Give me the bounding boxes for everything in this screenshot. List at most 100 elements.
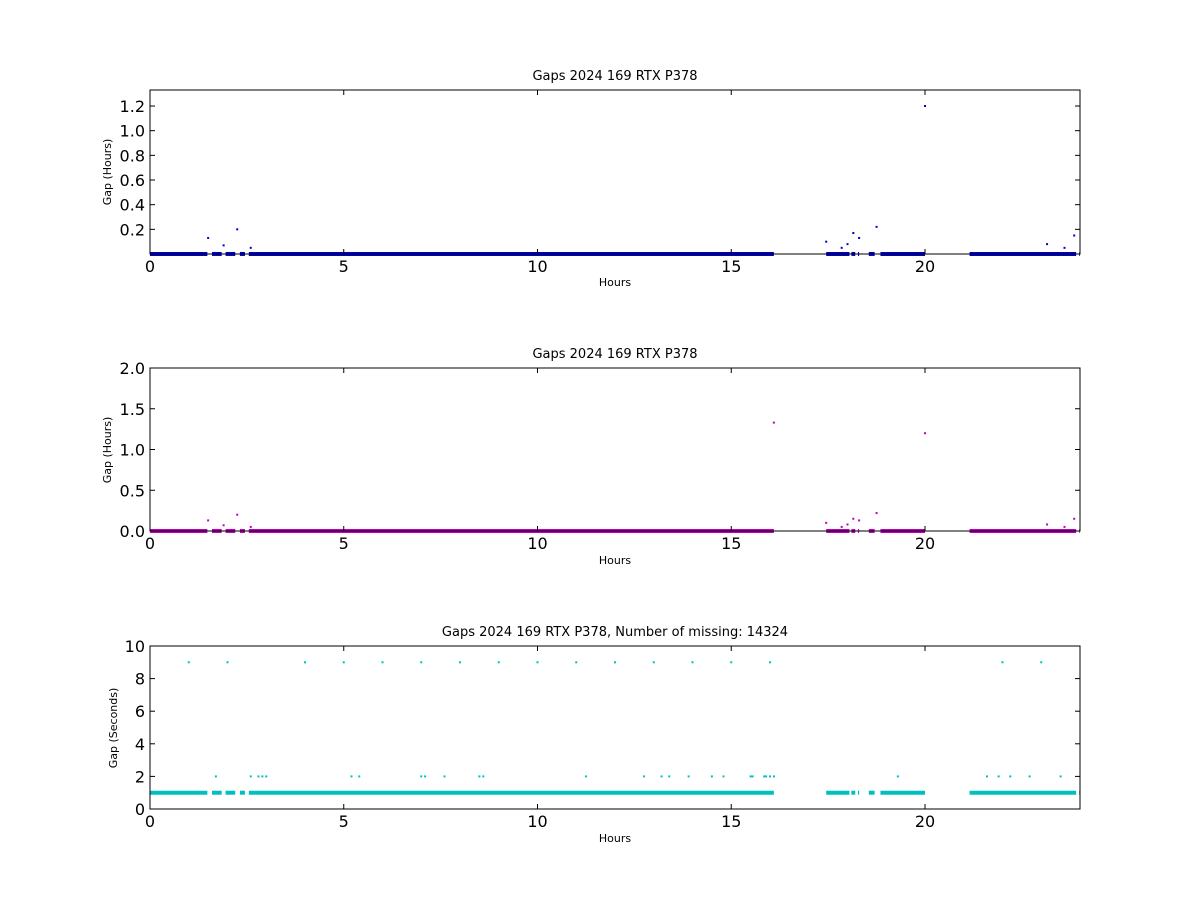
data-point [765, 775, 768, 778]
data-point [660, 775, 663, 778]
x-tick-label: 5 [339, 534, 349, 553]
data-point [304, 661, 306, 664]
data-point [763, 775, 766, 778]
x-tick-label: 0 [145, 812, 155, 831]
y-tick-label: 2.0 [120, 359, 145, 378]
data-point [846, 243, 849, 246]
data-point [825, 521, 828, 524]
data-point [924, 105, 926, 108]
x-tick-label: 5 [339, 812, 349, 831]
x-tick-label: 10 [527, 257, 547, 276]
plot-frame [149, 645, 1081, 810]
data-point [769, 775, 771, 778]
data-point [249, 246, 252, 249]
data-point [730, 661, 733, 664]
y-tick-label: 1.5 [120, 400, 145, 419]
data-point [358, 775, 361, 778]
x-tick-label: 15 [721, 257, 741, 276]
x-tick-label: 20 [915, 257, 935, 276]
data-point [1001, 661, 1004, 664]
data-point [858, 519, 861, 522]
y-tick-label: 0.4 [120, 196, 145, 215]
x-tick-label: 10 [527, 534, 547, 553]
data-point [986, 775, 988, 778]
x-tick-label: 15 [721, 534, 741, 553]
data-point [575, 661, 578, 664]
data-point [265, 775, 268, 778]
data-point [482, 775, 485, 778]
data-point [1063, 525, 1066, 528]
data-point [207, 519, 210, 522]
data-point [214, 775, 217, 778]
chart-title: Gaps 2024 169 RTX P378 [532, 69, 697, 84]
data-point [350, 775, 353, 778]
y-tick-label: 4 [135, 735, 145, 754]
y-tick-label: 0 [135, 800, 145, 819]
y-axis-label: Gap (Seconds) [107, 688, 120, 769]
y-tick-label: 0.8 [120, 146, 145, 165]
data-point [222, 524, 225, 527]
data-point [643, 775, 646, 778]
y-tick-label: 2 [135, 767, 145, 786]
data-point [840, 525, 843, 528]
x-axis-label: Hours [599, 276, 631, 289]
data-point [840, 246, 843, 249]
x-tick-label: 10 [527, 812, 547, 831]
y-tick-label: 6 [135, 702, 145, 721]
data-point [1063, 246, 1066, 249]
y-axis-label: Gap (Hours) [101, 139, 114, 206]
data-point [187, 661, 190, 664]
data-point [1073, 517, 1076, 520]
y-tick-label: 1.0 [120, 122, 145, 141]
data-point [846, 523, 849, 526]
data-point [342, 661, 345, 664]
chart-panel-middle: Gaps 2024 169 RTX P378 Hours Gap (Hours)… [101, 347, 1081, 567]
data-point [226, 661, 229, 664]
x-tick-label: 20 [915, 534, 935, 553]
data-point [459, 661, 461, 664]
data-point [652, 661, 655, 664]
data-point [236, 228, 239, 231]
data-point [584, 775, 587, 778]
data-point [261, 775, 264, 778]
data-point [772, 775, 775, 778]
data-point [875, 512, 878, 515]
data-point [1046, 243, 1049, 246]
x-tick-label: 0 [145, 534, 155, 553]
data-point [722, 775, 725, 778]
data-point [668, 775, 671, 778]
data-point [997, 775, 1000, 778]
data-point [772, 421, 775, 424]
data-point [257, 775, 260, 778]
chart-title: Gaps 2024 169 RTX P378 [532, 347, 697, 362]
data-point [769, 661, 771, 664]
x-tick-label: 0 [145, 257, 155, 276]
data-point [825, 240, 828, 243]
data-point [687, 775, 690, 778]
data-point [1046, 523, 1049, 526]
data-point [381, 661, 384, 664]
data-point [614, 661, 616, 664]
chart-title: Gaps 2024 169 RTX P378, Number of missin… [442, 625, 788, 640]
data-point [1028, 775, 1031, 778]
x-axis-label: Hours [599, 832, 631, 845]
y-tick-label: 1.0 [120, 441, 145, 460]
data-point [1040, 661, 1043, 664]
data-point [691, 661, 694, 664]
data-point [852, 517, 855, 520]
y-tick-label: 8 [135, 670, 145, 689]
y-tick-label: 10 [125, 637, 145, 656]
x-tick-label: 20 [915, 812, 935, 831]
data-point [222, 244, 225, 247]
x-tick-label: 5 [339, 257, 349, 276]
data-point [249, 775, 252, 778]
data-point [896, 775, 899, 778]
data-point [852, 232, 855, 235]
x-tick-label: 15 [721, 812, 741, 831]
data-point [875, 225, 878, 228]
data-point [1009, 775, 1012, 778]
chart-panel-top: Gaps 2024 169 RTX P378 Hours Gap (Hours)… [101, 69, 1081, 289]
data-point [749, 775, 752, 778]
data-point [497, 661, 500, 664]
